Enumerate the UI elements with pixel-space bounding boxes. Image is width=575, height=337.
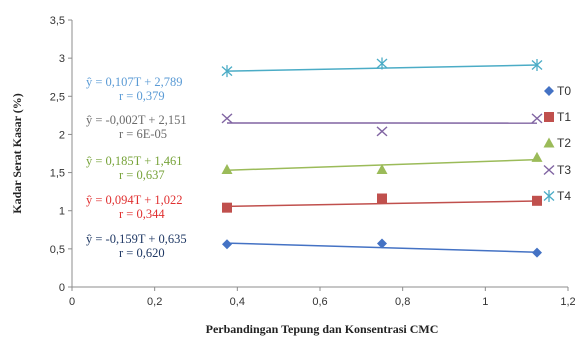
trendlines <box>226 64 538 253</box>
point-t3-3 <box>531 113 543 124</box>
legend-marker-t0 <box>544 86 554 96</box>
r-value-t4: r = 0,379 <box>119 89 165 103</box>
r-value-t3: r = 6E-05 <box>119 127 167 141</box>
x-tick-label: 1,2 <box>560 296 575 308</box>
equation-t3: ŷ = -0,002T + 2,151 <box>86 113 187 127</box>
x-tick-label: 0,2 <box>147 296 162 308</box>
x-tick-label: 0,4 <box>230 296 245 308</box>
y-tick-label: 1,5 <box>50 168 65 180</box>
r-value-t0: r = 0,620 <box>119 246 165 260</box>
trendline-t1 <box>226 200 538 208</box>
legend-label-t3: T3 <box>557 163 571 177</box>
y-tick-label: 2 <box>59 129 65 141</box>
x-tick-label: 0,6 <box>312 296 327 308</box>
point-t0-3 <box>532 247 542 258</box>
equation-t0: ŷ = -0,159T + 0,635 <box>86 232 187 246</box>
point-t2-1 <box>221 164 233 175</box>
equation-t2: ŷ = 0,185T + 1,461 <box>86 154 183 168</box>
point-t1-1 <box>222 202 232 213</box>
point-t3-1 <box>221 113 233 124</box>
y-axis-title: Kadar Serat Kasar (%) <box>10 93 24 214</box>
x-tick-label: 0,8 <box>395 296 410 308</box>
point-t3-2 <box>376 126 388 137</box>
equation-t1: ŷ = 0,094T + 1,022 <box>86 193 183 207</box>
x-tick-label: 1 <box>482 296 488 308</box>
point-t1-3 <box>532 195 542 206</box>
point-t4-1 <box>221 65 233 78</box>
point-t2-3 <box>531 151 543 162</box>
y-tick-label: 0,5 <box>50 244 65 256</box>
legend-marker-t4 <box>543 190 555 202</box>
legend-label-t4: T4 <box>557 189 571 203</box>
legend-label-t2: T2 <box>557 136 571 150</box>
point-t0-1 <box>222 239 232 250</box>
y-tick-label: 1 <box>59 206 65 218</box>
r-value-t2: r = 0,637 <box>119 168 165 182</box>
point-t1-2 <box>377 193 387 204</box>
axes: 0 0,5 1 1,5 2 2,5 3 3,5 0 0,2 0,4 0,6 0,8 1 1,2 <box>50 15 575 308</box>
legend-label-t1: T1 <box>557 110 571 124</box>
x-axis-title: Perbandingan Tepung dan Konsentrasi CMC <box>206 322 439 336</box>
point-t4-2 <box>376 57 388 70</box>
legend-label-t0: T0 <box>557 84 571 98</box>
point-t0-2 <box>377 238 387 249</box>
legend-marker-t3 <box>543 164 555 176</box>
point-t2-2 <box>376 164 388 175</box>
legend-marker-t1 <box>544 112 554 122</box>
y-tick-label: 2,5 <box>50 91 65 103</box>
data-points <box>221 57 543 258</box>
legend-marker-t2 <box>543 137 555 148</box>
equation-t4: ŷ = 0,107T + 2,789 <box>86 75 183 89</box>
point-t4-3 <box>531 59 543 72</box>
y-tick-label: 0 <box>59 282 65 294</box>
r-value-t1: r = 0,344 <box>119 207 165 221</box>
x-tick-label: 0 <box>69 296 75 308</box>
legend: T0 T1 T2 T3 T4 <box>543 84 571 203</box>
y-tick-label: 3 <box>59 53 65 65</box>
y-tick-label: 3,5 <box>50 15 65 27</box>
